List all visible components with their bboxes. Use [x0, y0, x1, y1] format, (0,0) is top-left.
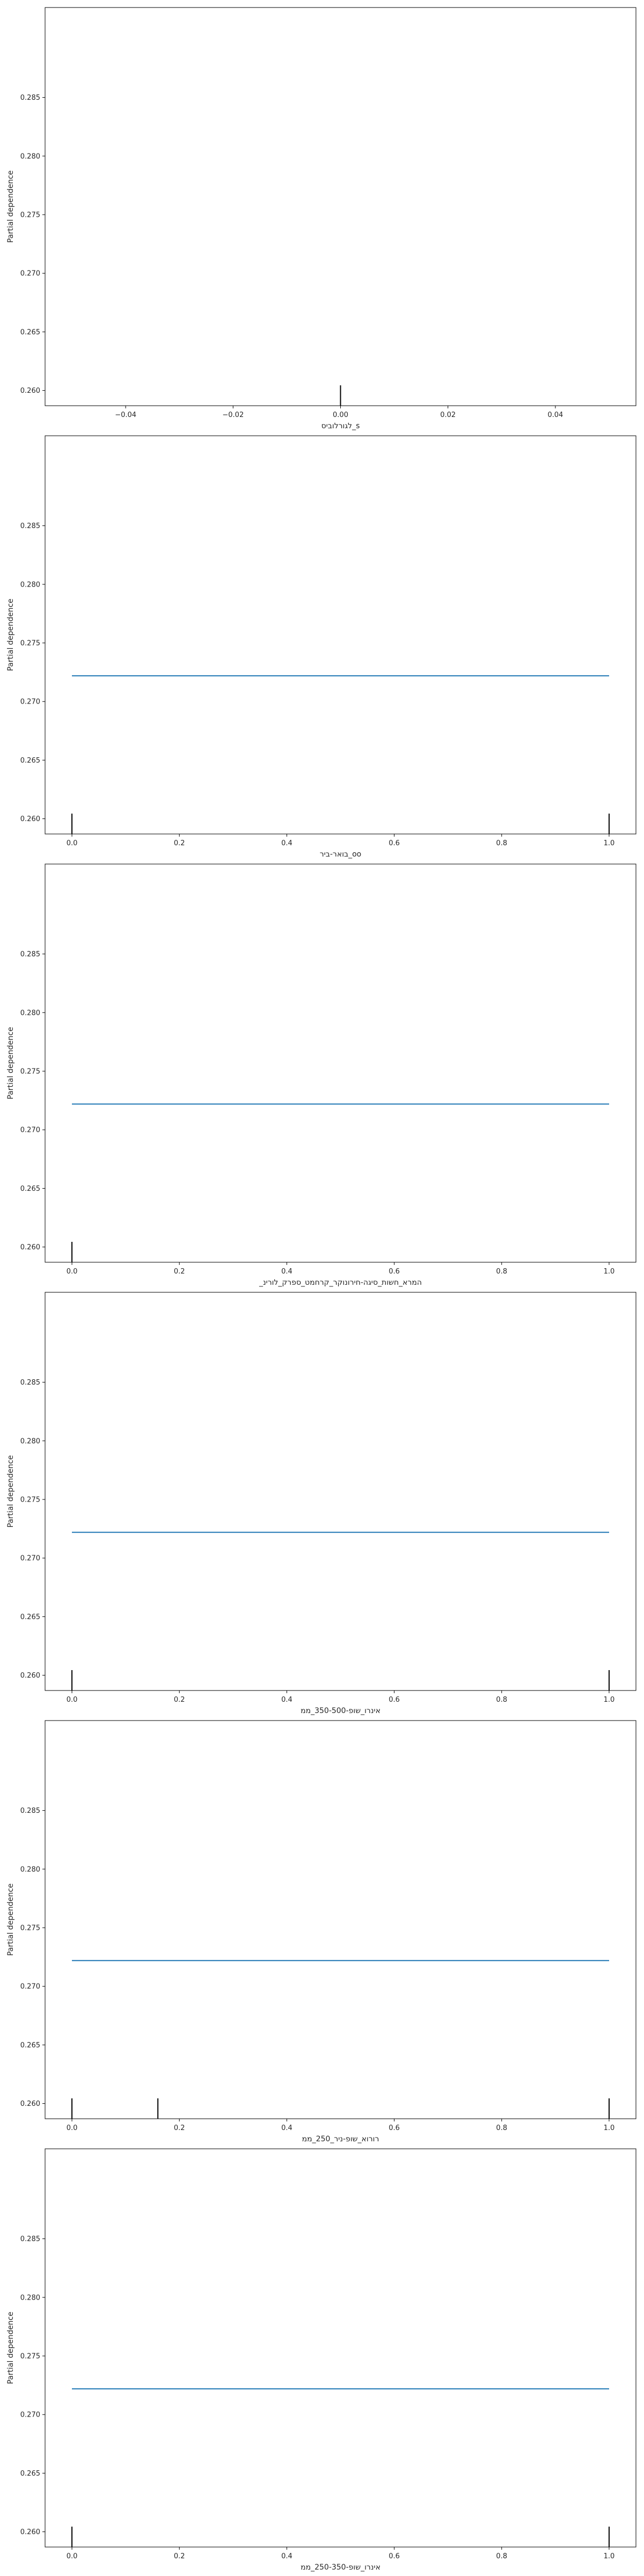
x-tick-label: 1.0 [604, 839, 615, 847]
x-tick-label: 0.2 [174, 2124, 185, 2132]
pd-panel-4: 0.260 0.265 0.270 0.275 0.280 0.285 0.0 0.2 0.4 0… [6, 1292, 636, 1715]
y-axis-label: Partial dependence [6, 598, 15, 671]
x-tick-label: 0.2 [174, 839, 185, 847]
x-tick-label: 0.8 [496, 1268, 507, 1276]
x-tick-label: 0.8 [496, 2124, 507, 2132]
x-tick-label: 0.6 [389, 2552, 400, 2560]
y-tick-label: 0.260 [20, 2528, 40, 2536]
y-tick-label: 0.265 [20, 328, 40, 336]
y-tick-label: 0.275 [20, 211, 40, 219]
x-tick-label: 0.0 [67, 839, 78, 847]
y-tick-label: 0.280 [20, 1437, 40, 1445]
x-tick-label: 0.0 [67, 1696, 78, 1704]
plot-frame [45, 2148, 636, 2548]
y-tick-label: 0.275 [20, 640, 40, 648]
x-tick-label: 1.0 [604, 2552, 615, 2560]
y-tick-label: 0.275 [20, 2353, 40, 2361]
x-tick-label: 1.0 [604, 1268, 615, 1276]
y-tick-label: 0.265 [20, 1613, 40, 1621]
x-tick-label: 0.8 [496, 839, 507, 847]
plot-frame [45, 435, 636, 835]
y-tick-label: 0.285 [20, 94, 40, 102]
y-tick-label: 0.285 [20, 522, 40, 530]
y-tick-label: 0.280 [20, 2294, 40, 2302]
plot-frame [45, 1720, 636, 2119]
x-tick-label: −0.04 [115, 411, 136, 419]
x-tick-label: 0.6 [389, 1696, 400, 1704]
x-tick-label: 0.4 [281, 1268, 292, 1276]
y-tick-label: 0.280 [20, 581, 40, 589]
y-tick-label: 0.285 [20, 950, 40, 958]
x-tick-label: 0.02 [440, 411, 456, 419]
pd-panel-5: 0.260 0.265 0.270 0.275 0.280 0.285 0.0 0.2 0.4 0… [6, 1720, 636, 2143]
plot-frame [45, 7, 636, 406]
pd-panel-2: 0.260 0.265 0.270 0.275 0.280 0.285 0.0 0.2 0.4 0… [6, 435, 636, 859]
y-tick-label: 0.265 [20, 757, 40, 765]
y-tick-label: 0.270 [20, 1983, 40, 1991]
y-tick-label: 0.265 [20, 1185, 40, 1193]
x-axis-label: אינרו_שופ-250-350_ממ [301, 2563, 380, 2572]
x-tick-label: 0.00 [333, 411, 348, 419]
y-tick-label: 0.275 [20, 1924, 40, 1933]
x-axis-label: רורוא_שופ-ניר_250_ממ [302, 2135, 379, 2143]
y-tick-label: 0.260 [20, 387, 40, 395]
x-tick-label: 1.0 [604, 2124, 615, 2132]
y-tick-label: 0.260 [20, 1243, 40, 1252]
y-axis-label: Partial dependence [6, 1883, 15, 1956]
x-tick-label: 0.4 [281, 1696, 292, 1704]
x-tick-label: 0.2 [174, 2552, 185, 2560]
x-tick-label: 0.8 [496, 1696, 507, 1704]
y-tick-label: 0.275 [20, 1068, 40, 1076]
x-tick-label: 0.04 [547, 411, 563, 419]
y-tick-label: 0.280 [20, 1009, 40, 1017]
y-tick-label: 0.285 [20, 2235, 40, 2243]
y-axis-label: Partial dependence [6, 1455, 15, 1527]
pd-panel-6: 0.260 0.265 0.270 0.275 0.280 0.285 0.0 0.2 0.4 0… [6, 2148, 636, 2572]
x-tick-label: 0.6 [389, 1268, 400, 1276]
x-tick-label: 0.6 [389, 839, 400, 847]
y-axis-label: Partial dependence [6, 2311, 15, 2384]
y-tick-label: 0.270 [20, 1555, 40, 1563]
x-tick-label: −0.02 [222, 411, 244, 419]
y-tick-label: 0.265 [20, 2041, 40, 2050]
y-axis-label: Partial dependence [6, 170, 15, 243]
y-tick-label: 0.270 [20, 698, 40, 706]
y-tick-label: 0.285 [20, 1807, 40, 1815]
plot-frame [45, 1292, 636, 1691]
x-axis-label: בואר-ביר_oo [320, 850, 362, 859]
x-axis-label: אינרו_שופ-350-500_ממ [301, 1707, 380, 1715]
y-tick-label: 0.270 [20, 1126, 40, 1135]
x-tick-label: 0.8 [496, 2552, 507, 2560]
x-tick-label: 0.2 [174, 1268, 185, 1276]
y-tick-label: 0.280 [20, 152, 40, 160]
y-tick-label: 0.260 [20, 2100, 40, 2108]
x-tick-label: 0.6 [389, 2124, 400, 2132]
y-tick-label: 0.265 [20, 2470, 40, 2478]
y-tick-label: 0.275 [20, 1496, 40, 1504]
x-tick-label: 0.4 [281, 2552, 292, 2560]
y-tick-label: 0.270 [20, 270, 40, 278]
y-tick-label: 0.260 [20, 1672, 40, 1680]
y-tick-label: 0.270 [20, 2411, 40, 2419]
x-tick-label: 1.0 [604, 1696, 615, 1704]
x-tick-label: 0.2 [174, 1696, 185, 1704]
y-tick-label: 0.260 [20, 815, 40, 823]
plot-frame [45, 863, 636, 1263]
x-axis-label: _המרא_חשות_סיגה-חירונוקר_קרחמט_ספרק_לורי… [259, 1278, 422, 1287]
x-axis-label: לגורלוביס_s [321, 422, 360, 430]
y-axis-label: Partial dependence [6, 1027, 15, 1099]
pd-panel-3: 0.260 0.265 0.270 0.275 0.280 0.285 0.0 0.2 0.4 0… [6, 863, 636, 1287]
y-tick-label: 0.285 [20, 1379, 40, 1387]
x-tick-label: 0.0 [67, 1268, 78, 1276]
x-tick-label: 0.4 [281, 839, 292, 847]
y-tick-label: 0.280 [20, 1865, 40, 1874]
x-tick-label: 0.4 [281, 2124, 292, 2132]
x-tick-label: 0.0 [67, 2552, 78, 2560]
x-tick-label: 0.0 [67, 2124, 78, 2132]
pd-panel-1: 0.260 0.265 0.270 0.275 0.280 0.285 −0.04 −0.02… [6, 7, 636, 430]
